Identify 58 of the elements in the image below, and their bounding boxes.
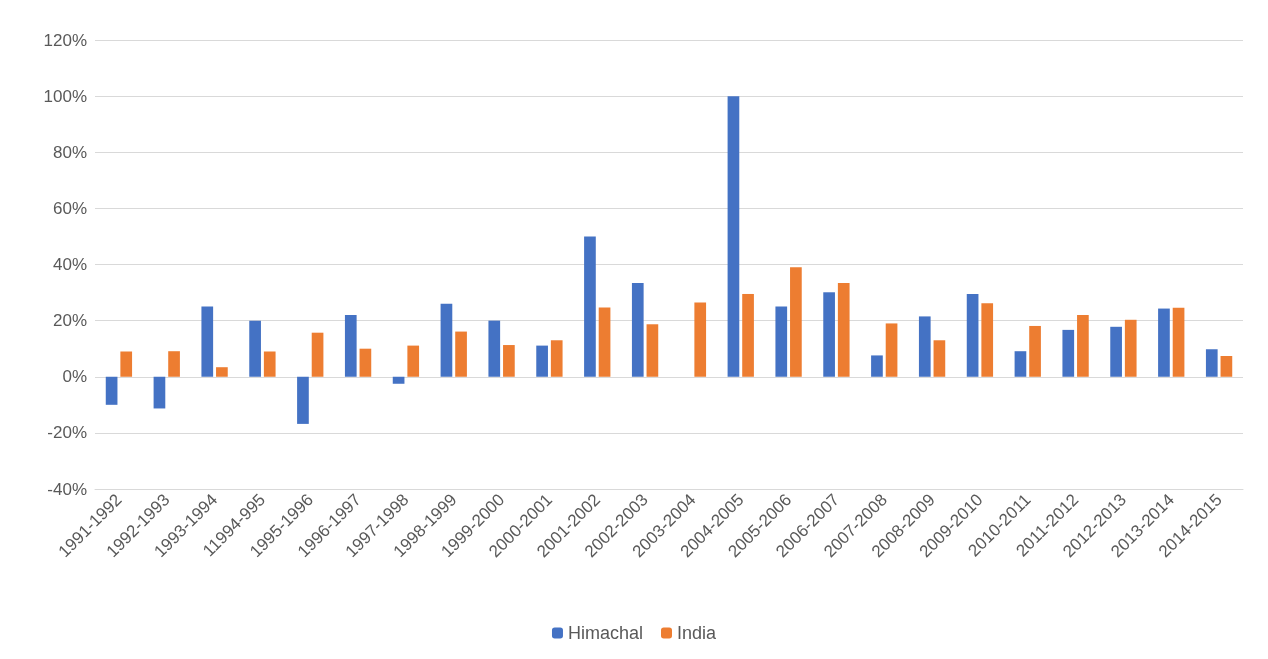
bar xyxy=(1014,351,1027,377)
bar xyxy=(631,283,644,377)
bar xyxy=(598,307,611,377)
legend-label: India xyxy=(677,623,718,643)
bar xyxy=(837,283,850,377)
bar xyxy=(1029,325,1041,377)
bar xyxy=(1220,355,1233,377)
bar xyxy=(455,331,467,377)
bar xyxy=(1124,319,1137,377)
y-tick-label: 120% xyxy=(43,30,87,50)
bar xyxy=(201,306,214,377)
bar xyxy=(297,376,309,424)
y-tick-label: 60% xyxy=(52,198,87,218)
bar xyxy=(933,340,946,377)
bar xyxy=(1110,326,1122,377)
bar xyxy=(392,376,405,384)
bar xyxy=(536,345,548,377)
bar xyxy=(1205,349,1218,377)
bar xyxy=(981,303,994,377)
bar xyxy=(871,355,883,377)
bar xyxy=(503,345,515,377)
bar xyxy=(742,293,754,377)
bar xyxy=(120,351,133,377)
y-tick-label: 100% xyxy=(43,86,87,106)
bar xyxy=(263,351,276,377)
bar xyxy=(488,320,501,377)
bar xyxy=(249,320,261,377)
bar xyxy=(646,324,659,377)
bar xyxy=(823,292,835,377)
y-tick-label: -20% xyxy=(47,423,87,443)
bar xyxy=(153,376,166,409)
y-tick-label: 20% xyxy=(52,311,87,331)
y-tick-label: 40% xyxy=(52,255,87,274)
bar xyxy=(584,236,596,377)
bar xyxy=(311,332,324,377)
y-tick-label: -40% xyxy=(47,479,87,499)
y-tick-label: 0% xyxy=(62,367,87,387)
bar xyxy=(775,306,788,377)
bar xyxy=(1077,315,1089,377)
bar xyxy=(359,348,372,377)
bar xyxy=(550,340,563,377)
bar xyxy=(727,96,740,377)
bar xyxy=(885,323,898,377)
bar xyxy=(1062,329,1075,377)
bar xyxy=(694,302,707,377)
bar xyxy=(216,367,228,377)
bar xyxy=(966,293,979,377)
bar xyxy=(1158,308,1170,377)
bar xyxy=(105,376,118,405)
bar xyxy=(168,351,180,377)
bar xyxy=(790,267,802,377)
bar xyxy=(344,315,357,377)
bar xyxy=(440,303,453,377)
bar xyxy=(1172,307,1185,377)
bar xyxy=(407,345,420,377)
y-tick-label: 80% xyxy=(52,142,87,162)
bar xyxy=(918,316,931,377)
legend-label: Himachal xyxy=(567,623,643,643)
